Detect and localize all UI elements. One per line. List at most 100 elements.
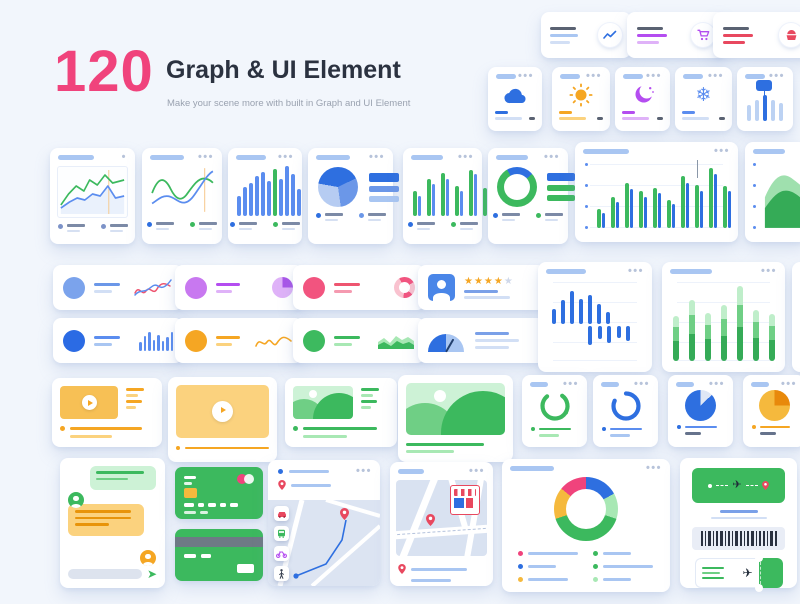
progress-ring: [593, 387, 658, 423]
legend: [502, 541, 670, 582]
more-options-icon[interactable]: •••: [543, 151, 560, 163]
legend: [228, 216, 302, 238]
placeholder-lines: [552, 111, 610, 120]
cart-icon: [691, 23, 715, 47]
placeholder-lines: [361, 386, 379, 419]
more-options-icon[interactable]: •••: [562, 378, 579, 390]
donut-chart: [497, 167, 537, 207]
status-dot: [63, 329, 85, 352]
magnetic-stripe: [175, 537, 263, 547]
store-icon[interactable]: [450, 485, 480, 515]
mode-walk-button[interactable]: [274, 566, 289, 581]
more-options-icon[interactable]: •••: [368, 151, 385, 163]
grouped-bar-chart-card: •••: [403, 148, 491, 244]
progress-ring-blue-card: •••: [593, 375, 658, 447]
cloud-icon: [488, 79, 542, 111]
status-dot: [63, 276, 85, 299]
placeholder-lines: [94, 335, 130, 346]
slider-handle[interactable]: [756, 80, 772, 91]
stat-card-pie-purple: [175, 265, 303, 310]
more-options-icon[interactable]: •••: [760, 265, 777, 277]
card-network-icon: [244, 474, 254, 484]
video-thumbnail[interactable]: [176, 385, 269, 438]
legend: [403, 216, 482, 238]
wave-chart-card: •••: [142, 148, 222, 244]
stat-card-donut-pink: [293, 265, 425, 310]
more-options-icon[interactable]: •••: [768, 70, 785, 82]
weather-card-cloud: •••: [488, 67, 542, 131]
weather-card-sun: •••: [552, 67, 610, 131]
message-input[interactable]: [68, 569, 142, 579]
page-subtitle: Make your scene more with built in Graph…: [167, 98, 411, 109]
legend: [142, 216, 222, 238]
video-card-large: [168, 377, 277, 462]
gauge-chart: [428, 333, 464, 352]
clipped-card: [792, 262, 800, 372]
mini-bar-chart: [139, 331, 173, 351]
more-options-icon[interactable]: •••: [585, 70, 602, 82]
area-chart: [753, 160, 800, 232]
chat-card: ➤: [60, 458, 165, 588]
sun-icon: [552, 79, 610, 111]
more-options-icon[interactable]: •••: [707, 70, 724, 82]
mode-car-button[interactable]: [274, 506, 289, 521]
line-chart: [57, 166, 128, 218]
stat-card-lines: [53, 265, 183, 310]
more-options-icon[interactable]: •••: [780, 378, 797, 390]
pie-chart: [758, 390, 790, 421]
mode-motorcycle-button[interactable]: [274, 546, 289, 561]
store-map[interactable]: [396, 480, 487, 556]
more-options-icon[interactable]: •••: [713, 145, 730, 157]
video-thumbnail[interactable]: [60, 386, 118, 419]
more-options-icon[interactable]: •••: [633, 378, 650, 390]
annotation-line: [697, 160, 698, 178]
send-icon[interactable]: ➤: [146, 567, 157, 581]
more-options-icon[interactable]: •: [121, 151, 127, 163]
chat-bubble-received: [90, 466, 156, 490]
more-options-icon[interactable]: •••: [645, 462, 662, 474]
placeholder-lines: [615, 111, 670, 120]
card-network-icon: [237, 474, 247, 484]
star-rating[interactable]: ★★★★★: [464, 275, 514, 287]
chat-bubble-sent: [68, 504, 144, 536]
more-options-icon[interactable]: •••: [645, 70, 662, 82]
more-options-icon[interactable]: •••: [277, 151, 294, 163]
legend: [488, 207, 568, 229]
stat-card-bars-blue: [53, 318, 183, 363]
bar-chart-card: •••: [228, 148, 302, 244]
donut-chart-pink: [394, 277, 415, 298]
origin-dot-icon: [278, 469, 283, 474]
image-card-large: [398, 375, 513, 462]
stacked-bar-chart: [672, 280, 775, 364]
more-options-icon[interactable]: •••: [355, 465, 372, 477]
stat-card-line-orange: [175, 318, 303, 363]
multi-segment-donut-chart: [554, 477, 618, 541]
barcode: [692, 527, 785, 551]
wave-chart: [149, 164, 215, 216]
origin-dot-icon: [708, 483, 713, 488]
pie-chart-purple: [272, 277, 293, 298]
more-options-icon[interactable]: •••: [708, 378, 725, 390]
route-pin-icon: [340, 508, 349, 520]
pie-chart: [685, 390, 716, 421]
play-button-icon[interactable]: [81, 395, 97, 410]
play-button-icon[interactable]: [212, 401, 233, 422]
avatar: [140, 550, 156, 566]
notification-card-cart: [627, 12, 725, 58]
ticket-stub: ✈: [694, 554, 783, 593]
route-map[interactable]: [268, 500, 380, 586]
more-options-icon[interactable]: •••: [517, 70, 534, 82]
map-pin-icon: [426, 514, 435, 526]
updown-bar-chart-card: •••: [538, 262, 652, 372]
large-bar-chart-card: •••: [575, 142, 738, 242]
placeholder-lines: [675, 111, 732, 120]
more-options-icon[interactable]: •••: [457, 151, 474, 163]
stacked-bar-chart-card: •••: [662, 262, 785, 372]
more-options-icon[interactable]: •••: [627, 265, 644, 277]
more-options-icon[interactable]: •••: [197, 151, 214, 163]
destination-pin-icon: [278, 480, 286, 490]
more-options-icon[interactable]: •••: [468, 465, 485, 477]
slider-bar-chart-card: •••: [737, 67, 793, 131]
mode-bus-button[interactable]: [274, 526, 289, 541]
bus-icon: [278, 529, 285, 538]
